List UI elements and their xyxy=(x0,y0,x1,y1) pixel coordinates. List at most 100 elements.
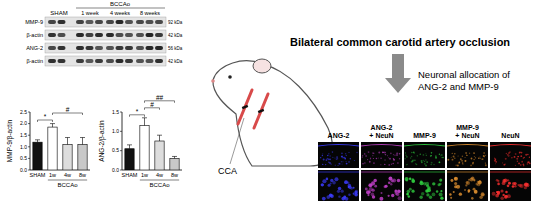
y-tick-label: 0.5 xyxy=(20,155,27,161)
blot-band xyxy=(86,33,94,37)
overview-signal xyxy=(383,152,384,153)
cell-signal xyxy=(449,193,451,195)
bars xyxy=(33,124,87,170)
occlusion-clip xyxy=(258,109,264,113)
cell-signal xyxy=(420,181,423,184)
overview-signal xyxy=(519,152,521,154)
cell-signal xyxy=(470,177,474,181)
blot-size-label: 42 kDa xyxy=(168,33,183,38)
blot-band xyxy=(106,59,114,63)
overview-signal xyxy=(470,165,472,167)
blot-band xyxy=(116,33,124,37)
y-tick xyxy=(120,170,122,171)
overview-signal xyxy=(525,154,527,156)
y-axis xyxy=(122,112,123,170)
zoom-surface xyxy=(404,172,445,173)
cell-signal xyxy=(348,194,351,197)
significance-bracket xyxy=(38,120,53,122)
panel-zoom xyxy=(447,170,488,201)
blot-sham-label: SHAM xyxy=(50,10,67,16)
western-blot: SHAMBCCAo1 week4 weeks8 weeksMMP-992 kDa… xyxy=(25,1,182,66)
overview-signal xyxy=(462,156,463,157)
overview-signal xyxy=(322,153,323,154)
overview-signal xyxy=(485,164,487,166)
carotid-artery xyxy=(254,94,268,128)
overview-signal xyxy=(345,153,347,155)
overview-signal xyxy=(380,158,381,159)
error-bar xyxy=(127,145,132,149)
cell-signal xyxy=(373,179,376,182)
cell-signal xyxy=(332,181,336,185)
panel-label: MMP-9 xyxy=(456,124,479,131)
overview-signal xyxy=(483,152,485,154)
overview-signal xyxy=(399,153,401,155)
overview-signal xyxy=(521,152,523,154)
overview-signal xyxy=(454,158,455,159)
blot-band xyxy=(58,59,66,63)
overview-signal xyxy=(474,156,475,157)
cell-signal xyxy=(436,190,439,193)
overview-signal xyxy=(465,157,466,158)
blot-band xyxy=(48,33,56,37)
overview-signal xyxy=(342,157,344,159)
blot-timepoint: 4 weeks xyxy=(110,10,130,16)
overview-signal xyxy=(396,154,398,156)
cell-signal xyxy=(368,183,372,187)
overview-signal xyxy=(523,165,524,166)
overview-signal xyxy=(515,153,517,155)
x-tick-label: SHAM xyxy=(30,172,46,178)
error-bar xyxy=(50,124,55,127)
blot-band xyxy=(106,46,114,50)
cell-signal xyxy=(497,191,500,194)
panel-label: + NeuN xyxy=(455,132,479,139)
overview-signal xyxy=(485,155,486,156)
cell-signal xyxy=(427,186,431,190)
overview-signal xyxy=(328,162,329,163)
blot-row-label: ANG-2 xyxy=(26,45,43,51)
overview-signal xyxy=(479,156,480,157)
overview-signal xyxy=(421,160,423,162)
overview-signal xyxy=(435,155,437,157)
overview-signal xyxy=(520,155,522,157)
cell-signal xyxy=(338,195,340,197)
y-tick xyxy=(120,150,122,151)
overview-signal xyxy=(459,161,461,163)
cell-signal xyxy=(507,184,510,187)
overview-signal xyxy=(472,163,474,165)
significance-bracket xyxy=(53,113,83,115)
cell-signal xyxy=(468,189,471,192)
overview-signal xyxy=(527,154,528,155)
overview-signal xyxy=(461,160,463,162)
overview-signal xyxy=(527,163,529,165)
cortex-surface xyxy=(447,145,488,147)
overview-signal xyxy=(330,163,331,164)
overview-signal xyxy=(523,157,524,158)
cell-signal xyxy=(406,193,408,195)
bar-chart: 0.00.51.01.5ANG-2/β-actinSHAM1w4w8wBCCAo… xyxy=(98,94,182,188)
carotid-artery xyxy=(238,90,252,124)
overview-signal xyxy=(494,160,495,161)
group-label: BCCAo xyxy=(57,182,78,188)
panel-zoom xyxy=(490,170,531,201)
overview-signal xyxy=(320,157,321,158)
y-tick-label: 2.5 xyxy=(20,109,27,115)
cell-signal xyxy=(391,194,394,197)
overview-signal xyxy=(388,157,389,158)
overview-signal xyxy=(393,154,394,155)
blot-band xyxy=(125,20,133,24)
overview-signal xyxy=(411,152,412,153)
overview-signal xyxy=(390,153,392,155)
overview-signal xyxy=(454,153,455,154)
bar xyxy=(33,142,42,170)
overview-signal xyxy=(384,164,385,165)
cell-signal xyxy=(421,192,425,196)
cell-signal xyxy=(471,177,474,180)
y-tick xyxy=(28,123,30,124)
panel-zoom xyxy=(361,170,402,201)
blot-band xyxy=(136,46,144,50)
overview-signal xyxy=(506,153,507,154)
y-tick-label: 1.5 xyxy=(112,109,119,115)
blot-band xyxy=(136,59,144,63)
cell-signal xyxy=(495,194,499,198)
blot-group-line xyxy=(76,8,165,9)
